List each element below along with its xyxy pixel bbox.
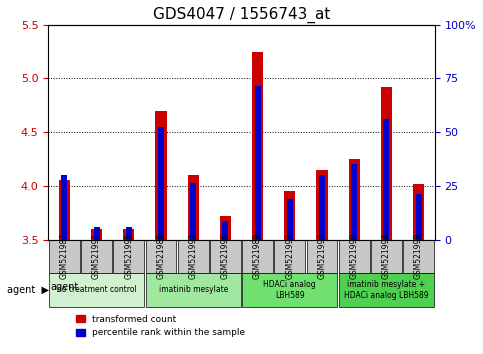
FancyBboxPatch shape [242, 273, 338, 307]
FancyBboxPatch shape [339, 273, 434, 307]
Bar [59, 181, 70, 240]
Text: HDACi analog
LBH589: HDACi analog LBH589 [264, 280, 316, 299]
Text: GSM521995: GSM521995 [124, 233, 133, 279]
Bar [287, 199, 293, 240]
Text: imatinib mesylate: imatinib mesylate [158, 285, 228, 295]
Text: GSM521990: GSM521990 [350, 233, 359, 279]
Bar [91, 229, 102, 240]
Text: GSM521998: GSM521998 [414, 233, 423, 279]
FancyBboxPatch shape [371, 240, 402, 273]
Bar [187, 175, 199, 240]
Legend: transformed count, percentile rank within the sample: transformed count, percentile rank withi… [72, 311, 249, 341]
FancyBboxPatch shape [145, 273, 241, 307]
Text: no treatment control: no treatment control [57, 285, 137, 295]
Bar [284, 191, 296, 240]
Text: GSM521988: GSM521988 [156, 233, 166, 279]
Bar [381, 87, 392, 240]
Bar [384, 119, 389, 240]
Text: agent: agent [50, 282, 78, 292]
FancyBboxPatch shape [339, 240, 369, 273]
Bar [156, 111, 167, 240]
FancyBboxPatch shape [274, 240, 305, 273]
Text: GSM521991: GSM521991 [92, 233, 101, 279]
Bar [158, 127, 164, 240]
FancyBboxPatch shape [49, 273, 144, 307]
Bar [415, 194, 422, 240]
Text: agent  ▶: agent ▶ [7, 285, 49, 295]
FancyBboxPatch shape [49, 240, 80, 273]
Bar [413, 184, 424, 240]
Text: GSM521994: GSM521994 [382, 233, 391, 279]
Bar [252, 52, 263, 240]
Text: GSM521992: GSM521992 [189, 233, 198, 279]
Text: imatinib mesylate +
HDACi analog LBH589: imatinib mesylate + HDACi analog LBH589 [344, 280, 429, 299]
Text: GSM521993: GSM521993 [285, 233, 294, 279]
Bar [190, 183, 196, 240]
FancyBboxPatch shape [242, 240, 273, 273]
Text: GSM521989: GSM521989 [253, 233, 262, 279]
Text: GSM521997: GSM521997 [317, 233, 327, 279]
Bar [222, 221, 228, 240]
Bar [94, 227, 99, 240]
Bar [61, 175, 68, 240]
FancyBboxPatch shape [145, 240, 176, 273]
Bar [351, 164, 357, 240]
Text: GSM521987: GSM521987 [60, 233, 69, 279]
Title: GDS4047 / 1556743_at: GDS4047 / 1556743_at [153, 7, 330, 23]
FancyBboxPatch shape [307, 240, 338, 273]
Text: GSM521996: GSM521996 [221, 233, 230, 279]
FancyBboxPatch shape [178, 240, 209, 273]
Bar [255, 86, 261, 240]
Bar [316, 170, 327, 240]
Bar [126, 227, 132, 240]
Bar [220, 216, 231, 240]
Bar [319, 175, 325, 240]
FancyBboxPatch shape [81, 240, 112, 273]
FancyBboxPatch shape [114, 240, 144, 273]
FancyBboxPatch shape [210, 240, 241, 273]
FancyBboxPatch shape [403, 240, 434, 273]
Bar [349, 159, 360, 240]
Bar [123, 229, 134, 240]
